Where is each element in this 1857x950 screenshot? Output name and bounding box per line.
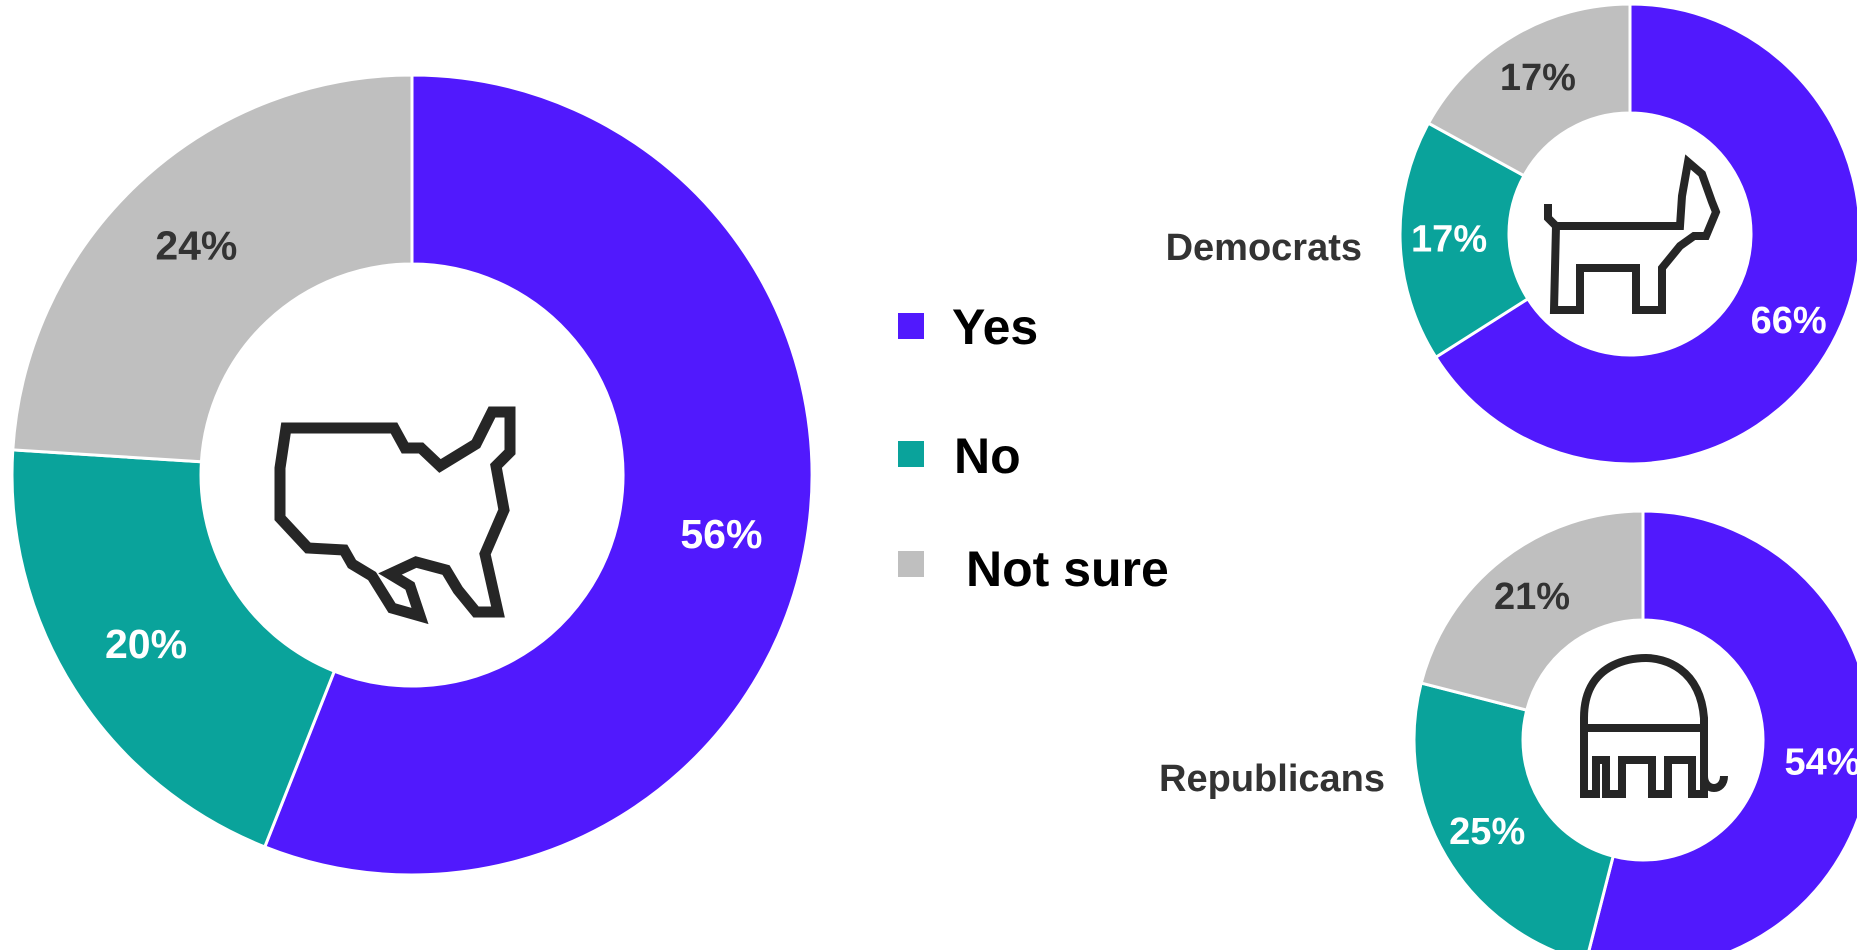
legend: Yes No Not sure bbox=[898, 299, 1169, 597]
group-label-republicans: Republicans bbox=[1159, 758, 1385, 800]
donut-overall: 56% 20% 24% bbox=[10, 73, 814, 877]
legend-item-yes: Yes bbox=[898, 299, 1038, 355]
slice-label-republicans-not-sure: 21% bbox=[1494, 576, 1570, 618]
group-label-democrats: Democrats bbox=[1166, 227, 1362, 269]
slice-overall-no bbox=[10, 448, 337, 849]
donut-republicans: 54% 25% 21% bbox=[1412, 509, 1857, 950]
usa-map-icon bbox=[274, 406, 516, 625]
slice-republicans-yes bbox=[1587, 509, 1857, 950]
slice-label-democrats-not-sure: 17% bbox=[1500, 57, 1576, 99]
slice-overall-not-sure bbox=[11, 73, 414, 464]
legend-item-not-sure: Not sure bbox=[898, 541, 1169, 597]
legend-swatch-no bbox=[898, 441, 924, 467]
slice-label-democrats-yes: 66% bbox=[1751, 300, 1827, 342]
slice-label-overall-not-sure: 24% bbox=[155, 222, 237, 268]
slice-republicans-no bbox=[1412, 681, 1615, 950]
slice-democrats-yes bbox=[1433, 2, 1857, 466]
slice-label-republicans-yes: 54% bbox=[1785, 742, 1857, 784]
legend-label-no: No bbox=[954, 428, 1021, 484]
legend-label-not-sure: Not sure bbox=[966, 541, 1169, 597]
legend-label-yes: Yes bbox=[952, 299, 1038, 355]
legend-swatch-not-sure bbox=[898, 551, 924, 577]
slice-label-republicans-no: 25% bbox=[1449, 811, 1525, 853]
slice-label-overall-no: 20% bbox=[105, 621, 187, 667]
slice-overall-yes bbox=[262, 73, 814, 877]
slice-label-democrats-no: 17% bbox=[1411, 219, 1487, 261]
elephant-icon bbox=[1580, 653, 1728, 798]
donut-democrats: 66% 17% 17% bbox=[1398, 2, 1857, 466]
slice-democrats-not-sure bbox=[1426, 2, 1632, 178]
slice-democrats-no bbox=[1398, 121, 1530, 360]
slice-label-overall-yes: 56% bbox=[680, 511, 762, 557]
legend-item-no: No bbox=[898, 428, 1021, 484]
legend-swatch-yes bbox=[898, 313, 924, 339]
donkey-icon bbox=[1544, 154, 1721, 314]
slice-republicans-not-sure bbox=[1419, 509, 1645, 712]
